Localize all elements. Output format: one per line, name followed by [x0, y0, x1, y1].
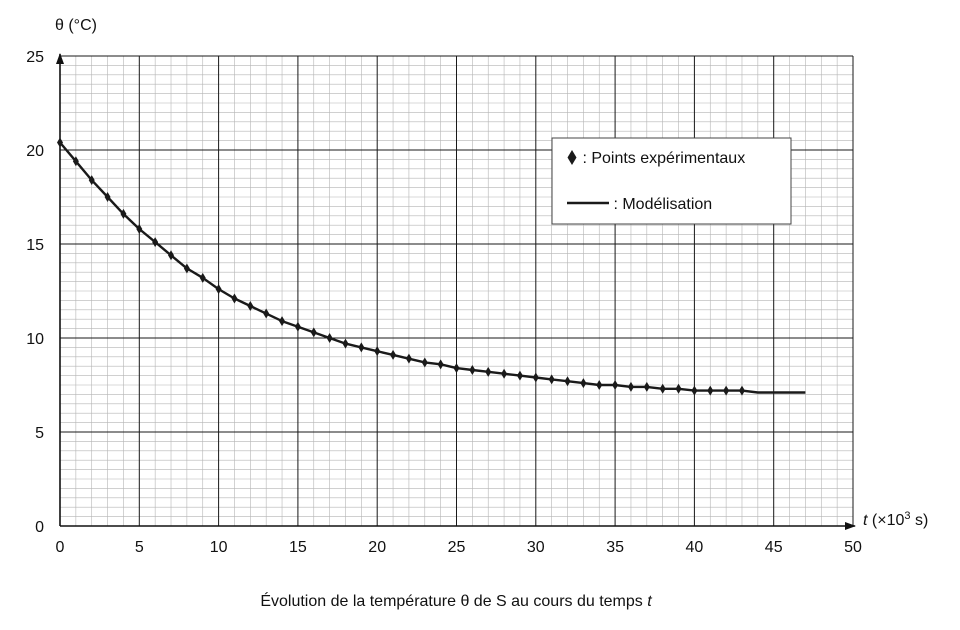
series-points-experimentaux [57, 137, 745, 396]
experimental-point [358, 342, 365, 353]
experimental-point [231, 293, 238, 304]
x-tick-label: 15 [289, 539, 307, 556]
experimental-point [548, 374, 555, 385]
experimental-point [596, 380, 603, 390]
experimental-point [88, 175, 95, 186]
y-axis-arrow [56, 53, 64, 64]
experimental-point [57, 137, 63, 148]
experimental-point [738, 385, 745, 396]
experimental-point [104, 192, 111, 202]
x-axis-label: t (×103 s) [863, 510, 928, 529]
experimental-point [168, 250, 175, 261]
experimental-point [659, 383, 666, 394]
y-tick-label: 5 [35, 425, 44, 442]
x-axis-arrow [845, 522, 856, 530]
y-tick-label: 25 [26, 49, 44, 66]
experimental-point [723, 385, 730, 396]
experimental-point [390, 349, 397, 360]
experimental-point [643, 381, 650, 392]
legend: : Points expérimentaux : Modélisation [551, 137, 792, 225]
tick-labels: 0 5 10 15 20 25 30 35 40 45 50 0 5 10 15 20 25 [26, 49, 862, 556]
experimental-point [183, 263, 190, 274]
experimental-point [120, 208, 127, 219]
experimental-point [310, 327, 317, 338]
experimental-point [136, 223, 143, 234]
y-axis-label: θ (°C) [55, 17, 97, 34]
experimental-point [279, 316, 286, 327]
experimental-point [342, 338, 349, 349]
x-tick-label: 30 [527, 539, 545, 556]
experimental-point [199, 272, 206, 283]
experimental-point [469, 364, 476, 375]
x-tick-label: 10 [210, 539, 228, 556]
experimental-point [437, 359, 444, 370]
x-tick-label: 50 [844, 539, 862, 556]
x-tick-label: 35 [606, 539, 624, 556]
x-tick-label: 40 [686, 539, 704, 556]
experimental-point [501, 368, 508, 379]
x-tick-label: 0 [56, 539, 65, 556]
x-axis-unit-suffix: s) [911, 512, 929, 529]
chart-caption: Évolution de la température θ de S au co… [0, 593, 912, 611]
experimental-point [707, 385, 714, 396]
legend-label-points: : Points expérimentaux [578, 150, 745, 167]
experimental-point [485, 366, 492, 377]
x-tick-label: 45 [765, 539, 783, 556]
experimental-point [453, 363, 460, 374]
x-axis-unit-exponent: 3 [904, 510, 910, 522]
experimental-point [691, 385, 698, 396]
experimental-point [532, 372, 539, 383]
y-tick-label: 10 [26, 331, 44, 348]
caption-variable: t [647, 593, 652, 610]
x-axis-unit-prefix: (×10 [867, 512, 904, 529]
legend-box [551, 137, 792, 225]
experimental-point [612, 380, 619, 390]
x-axis-variable: t [863, 512, 868, 529]
experimental-point [294, 321, 301, 332]
experimental-point [215, 284, 222, 295]
axes [56, 53, 856, 530]
experimental-point [405, 353, 412, 364]
x-tick-label: 25 [448, 539, 466, 556]
x-tick-label: 20 [368, 539, 386, 556]
experimental-point [564, 376, 571, 387]
legend-diamond-marker [567, 150, 577, 165]
experimental-point [516, 370, 523, 381]
experimental-point [152, 237, 159, 248]
x-tick-label: 5 [135, 539, 144, 556]
experimental-point [580, 378, 587, 389]
experimental-point [627, 381, 634, 392]
caption-text: Évolution de la température θ de S au co… [260, 593, 648, 610]
experimental-point [326, 333, 333, 343]
experimental-point [675, 383, 682, 394]
experimental-point [374, 346, 381, 357]
legend-label-modelisation: : Modélisation [609, 196, 712, 213]
y-tick-label: 20 [26, 143, 44, 160]
experimental-point [421, 357, 428, 368]
y-tick-label: 15 [26, 237, 44, 254]
experimental-point [263, 308, 270, 319]
experimental-point [72, 156, 79, 167]
y-tick-label: 0 [35, 519, 44, 536]
experimental-point [247, 301, 254, 312]
